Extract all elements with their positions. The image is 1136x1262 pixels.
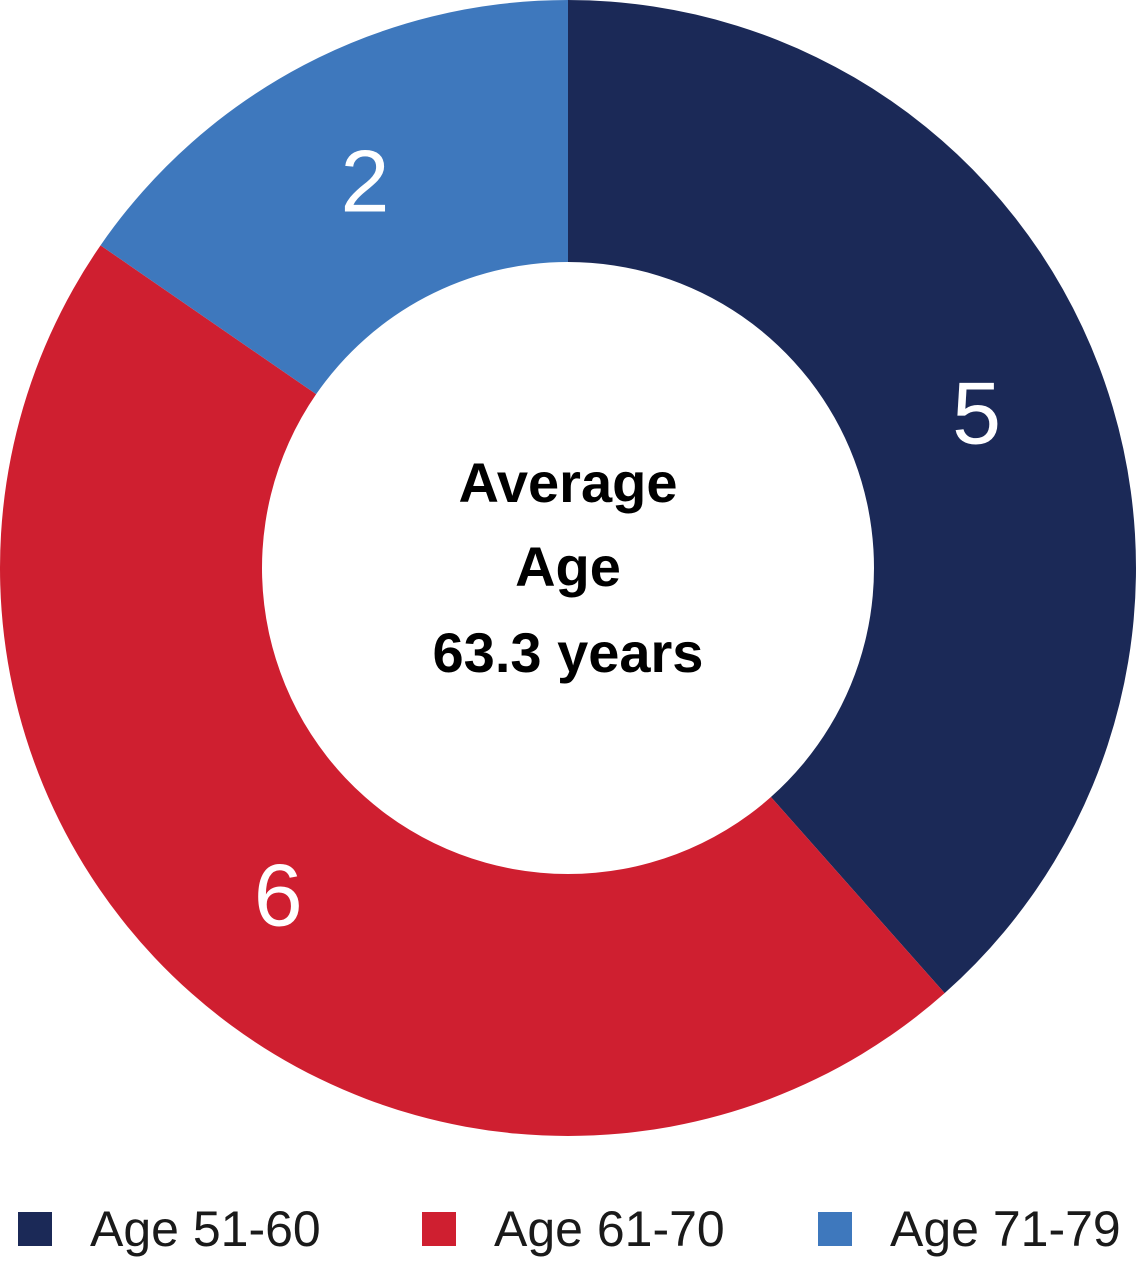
legend-label: Age 71-79 [890,1201,1121,1257]
slice-value-label: 6 [254,846,303,945]
slice-value-label: 5 [952,364,1001,463]
slice-age-71-79 [100,0,568,395]
donut-chart: 5 6 2 Average Age 63.3 years [0,0,1136,1136]
legend-label: Age 61-70 [494,1201,725,1257]
donut-slices [0,0,1136,1136]
legend-swatch [422,1212,456,1246]
legend-item-age-51-60: Age 51-60 [18,1196,321,1262]
center-label-line-3: 63.3 years [433,621,704,684]
center-label-line-2: Age [515,535,621,598]
slice-age-51-60 [568,0,1136,994]
legend-item-age-71-79: Age 71-79 [818,1196,1121,1262]
slice-age-61-70 [0,245,945,1136]
legend-swatch [18,1212,52,1246]
center-label-line-1: Average [459,451,678,514]
legend-label: Age 51-60 [90,1201,321,1257]
legend-item-age-61-70: Age 61-70 [422,1196,725,1262]
center-label: Average Age 63.3 years [433,451,704,684]
slice-labels: 5 6 2 [254,132,1001,945]
legend-swatch [818,1212,852,1246]
legend: Age 51-60 Age 61-70 Age 71-79 [0,1196,1136,1262]
slice-value-label: 2 [340,132,389,231]
